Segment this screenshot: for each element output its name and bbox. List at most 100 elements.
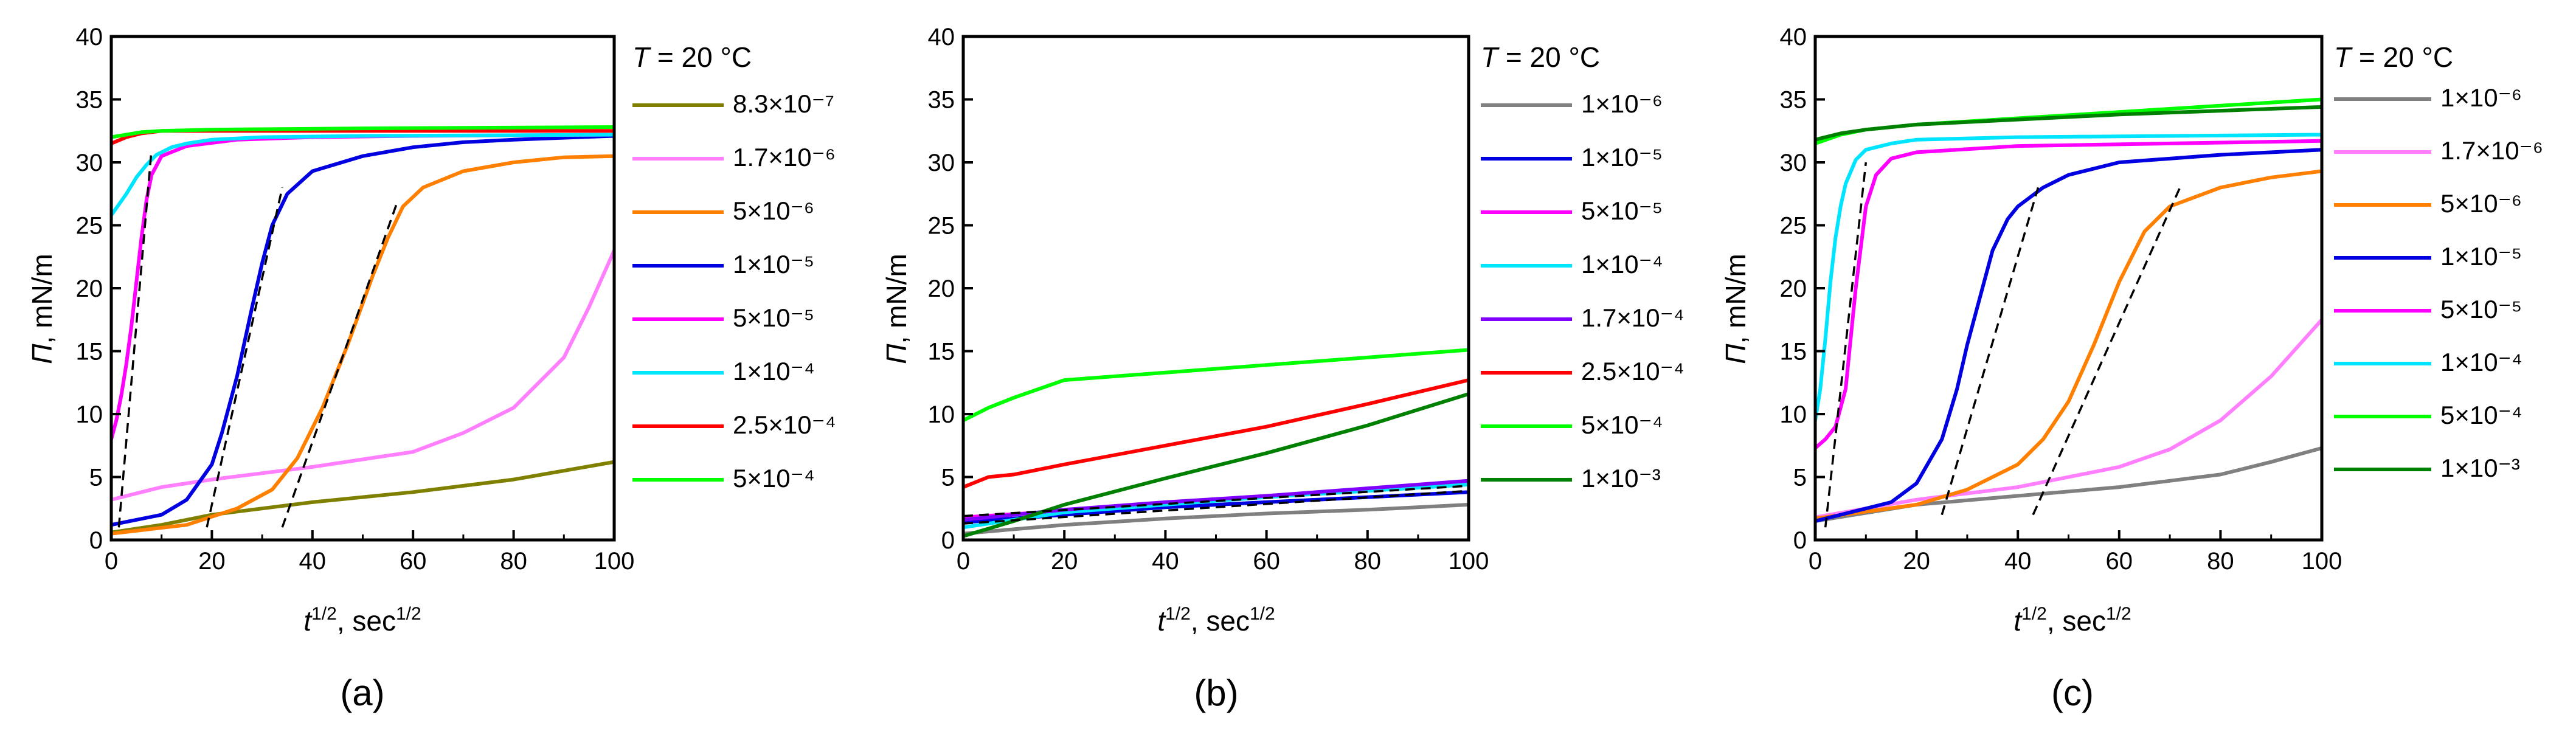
- fit-guide-line: [2032, 187, 2181, 516]
- legend-title-rest: = 20 °C: [649, 41, 752, 73]
- x-tick-label: 0: [957, 548, 970, 575]
- fit-guide-line: [281, 199, 400, 528]
- plot-area: [963, 348, 1469, 538]
- panel-label: (a): [340, 673, 384, 713]
- series-line-4: [1815, 139, 2322, 450]
- series-line-0: [963, 503, 1469, 536]
- ylabel-units: , mN/m: [881, 254, 912, 344]
- legend-label: 1×10⁻⁴: [733, 357, 815, 386]
- series-line-7: [1815, 105, 2322, 142]
- y-tick-label: 5: [941, 465, 955, 491]
- x-tick-label: 100: [1449, 548, 1489, 575]
- legend-title-var: T: [632, 41, 651, 73]
- legend-label: 1.7×10⁻⁶: [733, 143, 836, 171]
- y-tick-label: 15: [928, 339, 955, 365]
- xlabel: t1/2, sec1/2: [2013, 604, 2131, 637]
- plot-area: [111, 125, 614, 536]
- series-line-1: [111, 248, 614, 502]
- x-tick-label: 60: [2106, 548, 2133, 575]
- x-tick-label: 100: [2302, 548, 2342, 575]
- fit-guide-line: [963, 485, 1469, 517]
- y-tick-label: 25: [1780, 213, 1807, 240]
- legend-label: 1×10⁻⁴: [1581, 250, 1663, 278]
- y-tick-label: 20: [928, 275, 955, 302]
- y-tick-label: 30: [928, 150, 955, 176]
- x-tick-label: 0: [105, 548, 118, 575]
- xlabel-units: , sec: [2047, 605, 2106, 637]
- x-tick-label: 80: [2207, 548, 2234, 575]
- legend-title-var: T: [2334, 41, 2353, 73]
- legend-label: 2.5×10⁻⁴: [1581, 357, 1684, 386]
- series-line-7: [111, 125, 614, 139]
- y-tick-label: 25: [76, 213, 103, 240]
- fit-guide-line: [1941, 187, 2040, 516]
- x-tick-label: 60: [400, 548, 427, 575]
- series-line-3: [111, 134, 614, 527]
- xlabel-base: t: [303, 605, 313, 637]
- legend-label: 1×10⁻⁴: [2440, 348, 2522, 376]
- y-tick-label: 10: [76, 401, 103, 428]
- y-tick-label: 5: [1793, 465, 1807, 491]
- ylabel-units: , mN/m: [26, 254, 58, 344]
- x-tick-label: 100: [594, 548, 635, 575]
- y-tick-label: 40: [1780, 24, 1807, 50]
- xlabel-units: , sec: [337, 605, 396, 637]
- xlabel: t1/2, sec1/2: [1157, 604, 1275, 637]
- x-tick-label: 80: [1354, 548, 1382, 575]
- legend-label: 1×10⁻⁵: [733, 250, 814, 278]
- plot-frame: [109, 35, 616, 542]
- x-tick-label: 20: [1051, 548, 1078, 575]
- x-tick-label: 40: [299, 548, 327, 575]
- y-tick-label: 20: [1780, 275, 1807, 302]
- legend-label: 5×10⁻⁵: [1581, 196, 1663, 225]
- legend-label: 5×10⁻⁵: [733, 303, 814, 332]
- y-tick-label: 20: [76, 275, 103, 302]
- y-tick-label: 5: [89, 465, 103, 491]
- y-tick-label: 15: [1780, 339, 1807, 365]
- series-line-5: [1815, 133, 2322, 423]
- ylabel: Π, mN/m: [1720, 254, 1751, 364]
- x-tick-label: 20: [198, 548, 226, 575]
- x-tick-label: 0: [1809, 548, 1822, 575]
- x-tick-label: 60: [1253, 548, 1280, 575]
- series-line-5: [963, 378, 1469, 489]
- y-tick-label: 0: [941, 527, 955, 554]
- plot-frame: [1813, 35, 2324, 542]
- legend-label: 1.7×10⁻⁶: [2440, 136, 2543, 165]
- series-line-1: [1815, 317, 2322, 519]
- xlabel-units-exp: 1/2: [2106, 604, 2131, 624]
- fit-guide-line: [963, 489, 1469, 525]
- y-tick-label: 40: [76, 24, 103, 50]
- legend-title-rest: = 20 °C: [1498, 41, 1600, 73]
- ylabel-symbol: Π: [1720, 344, 1751, 364]
- y-tick-label: 25: [928, 213, 955, 240]
- series-line-2: [111, 154, 614, 536]
- xlabel-exp: 1/2: [2021, 604, 2047, 624]
- ylabel: Π, mN/m: [881, 254, 912, 364]
- x-tick-label: 20: [1903, 548, 1930, 575]
- ylabel: Π, mN/m: [26, 254, 58, 364]
- xlabel-base: t: [2013, 605, 2023, 637]
- x-tick-label: 40: [2004, 548, 2032, 575]
- legend-label: 1×10⁻³: [1581, 464, 1661, 493]
- legend-label: 1.7×10⁻⁴: [1581, 303, 1684, 332]
- y-tick-label: 35: [76, 87, 103, 114]
- plot-area: [1815, 97, 2322, 528]
- series-line-3: [1815, 148, 2322, 523]
- legend-title: T = 20 °C: [1481, 41, 1600, 73]
- y-tick-label: 40: [928, 24, 955, 50]
- legend-label: 5×10⁻⁵: [2440, 295, 2522, 323]
- xlabel: t1/2, sec1/2: [303, 604, 421, 637]
- xlabel-units-exp: 1/2: [396, 604, 421, 624]
- y-tick-label: 10: [928, 401, 955, 428]
- x-tick-label: 40: [1152, 548, 1179, 575]
- y-tick-label: 10: [1780, 401, 1807, 428]
- legend-label: 1×10⁻⁶: [1581, 89, 1663, 118]
- y-tick-label: 30: [1780, 150, 1807, 176]
- panel-a: Π, mN/m t1/2, sec1/2 (a) T = 20 °C 0 20 40…: [26, 24, 836, 713]
- legend-label: 2.5×10⁻⁴: [733, 410, 836, 439]
- series-line-2: [1815, 169, 2322, 520]
- legend-title-var: T: [1481, 41, 1500, 73]
- xlabel-base: t: [1157, 605, 1166, 637]
